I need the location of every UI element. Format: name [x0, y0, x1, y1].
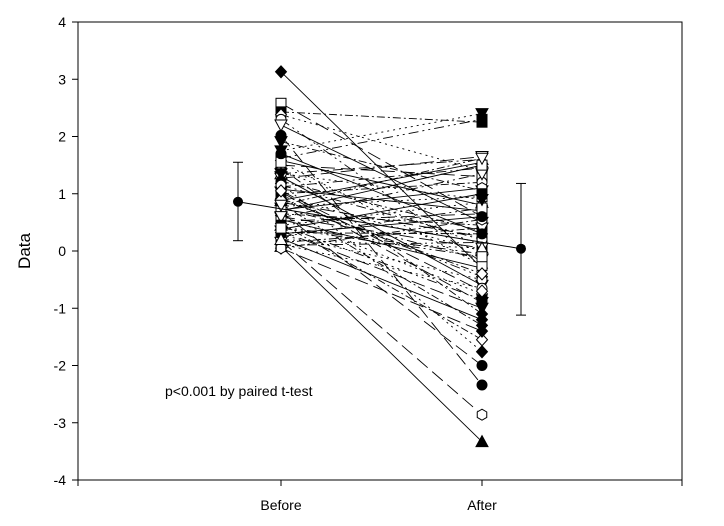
paired-line — [280, 207, 483, 261]
data-point — [475, 267, 489, 281]
x-tick-label: Before — [260, 497, 301, 513]
mean-point — [233, 196, 243, 207]
paired-line — [280, 227, 483, 258]
data-point — [274, 184, 288, 198]
paired-line — [280, 164, 483, 212]
paired-line — [280, 193, 483, 230]
paired-line — [280, 153, 483, 235]
data-point — [274, 136, 288, 149]
paired-line — [280, 114, 483, 172]
data-point — [476, 251, 488, 263]
mean-connector-line — [237, 201, 522, 250]
paired-line — [280, 227, 483, 243]
paired-line — [280, 157, 483, 206]
paired-line — [280, 247, 483, 332]
paired-line — [280, 118, 483, 159]
paired-line — [280, 173, 483, 219]
paired-line — [280, 141, 483, 192]
y-axis-ticks: 4 3 2 1 0 -1 -2 -3 -4 — [54, 14, 78, 488]
paired-line — [280, 160, 483, 206]
data-point — [274, 65, 288, 79]
paired-line — [280, 234, 483, 281]
data-point — [475, 324, 489, 338]
mean-error-group — [233, 161, 526, 316]
paired-line — [280, 187, 483, 211]
paired-line — [280, 246, 483, 442]
y-tick-label: 1 — [58, 186, 66, 202]
p-value-annotation: p<0.001 by paired t-test — [165, 383, 313, 399]
paired-line — [280, 226, 483, 255]
paired-line — [280, 241, 483, 246]
data-point — [274, 199, 288, 213]
data-point — [274, 232, 288, 246]
paired-line — [280, 219, 483, 249]
paired-line — [280, 219, 483, 269]
data-point — [476, 211, 488, 223]
paired-line — [280, 113, 483, 152]
paired-line — [280, 201, 483, 226]
data-point — [475, 193, 489, 207]
paired-line — [280, 191, 483, 303]
data-point — [476, 408, 488, 421]
paired-lines-group — [280, 71, 483, 442]
paired-line — [280, 230, 483, 309]
paired-line — [280, 184, 483, 240]
data-point — [475, 152, 489, 166]
paired-line — [280, 207, 483, 238]
x-axis-ticks: Before After — [77, 480, 683, 513]
data-point — [475, 345, 489, 359]
paired-line — [280, 199, 483, 275]
paired-line — [280, 243, 483, 289]
plot-frame — [77, 21, 683, 481]
data-point — [275, 148, 287, 160]
data-point — [475, 434, 489, 448]
paired-line — [280, 213, 483, 222]
paired-line — [280, 223, 483, 341]
y-tick-label: 4 — [58, 14, 66, 30]
paired-line — [280, 237, 483, 321]
x-tick-label: After — [467, 497, 497, 513]
mean-point — [516, 243, 526, 254]
data-point — [476, 379, 488, 391]
paired-line — [280, 111, 483, 123]
data-point — [475, 332, 489, 347]
data-point — [274, 168, 288, 181]
paired-line — [280, 188, 483, 212]
y-tick-label: -4 — [54, 472, 67, 488]
y-tick-label: -2 — [54, 358, 67, 374]
paired-line — [280, 158, 483, 175]
y-tick-label: 3 — [58, 71, 66, 87]
data-point — [275, 242, 287, 255]
data-point — [275, 222, 287, 234]
axes-group — [77, 21, 683, 481]
paired-line — [280, 173, 483, 200]
paired-line — [280, 190, 483, 292]
paired-line — [280, 156, 483, 179]
markers-group — [274, 65, 489, 448]
paired-line — [280, 71, 483, 269]
paired-line — [280, 203, 483, 326]
paired-line — [280, 176, 483, 286]
paired-line — [280, 240, 483, 416]
paired-line — [280, 216, 483, 249]
data-point — [476, 113, 488, 125]
y-tick-label: 0 — [58, 243, 66, 259]
y-axis-label: Data — [15, 233, 34, 269]
data-point — [475, 284, 489, 298]
paired-line — [280, 224, 483, 301]
y-tick-label: 2 — [58, 129, 66, 145]
data-point — [476, 360, 488, 371]
paired-line — [280, 213, 483, 226]
y-tick-label: -3 — [54, 415, 67, 431]
paired-line — [280, 183, 483, 353]
paired-line — [280, 167, 483, 188]
paired-line — [280, 118, 483, 263]
paired-line — [280, 161, 483, 266]
y-tick-label: -1 — [54, 300, 67, 316]
paired-line — [280, 135, 483, 386]
data-point — [274, 119, 288, 133]
paired-line — [280, 180, 483, 232]
data-point — [476, 228, 488, 240]
